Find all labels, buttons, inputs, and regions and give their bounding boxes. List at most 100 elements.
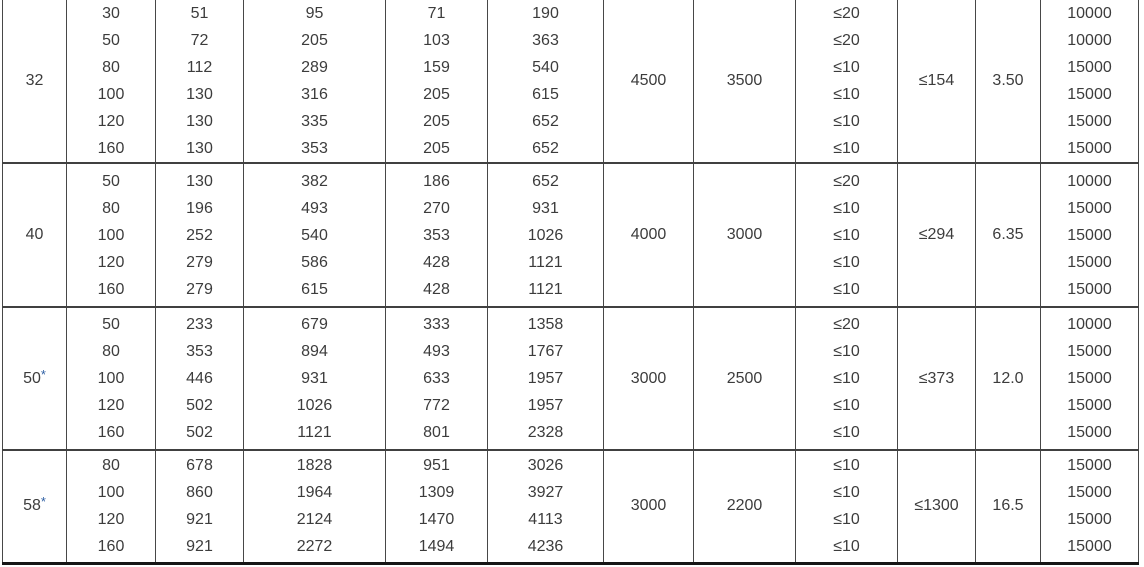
cell-line: 894 [301, 343, 328, 360]
cell-line: 540 [532, 59, 559, 76]
cell-line: 1358 [527, 316, 564, 333]
cell-line: 233 [186, 316, 213, 333]
merged-cell: 4500 [603, 0, 694, 164]
cell-line: 130 [186, 113, 213, 130]
cell-line: 10000 [1067, 172, 1112, 190]
cell-line: 80 [102, 199, 120, 217]
cell-line: 353 [423, 226, 450, 244]
cell-line: 921 [186, 538, 213, 556]
cell-line: 1309 [418, 484, 455, 502]
cell-line: 130 [186, 140, 213, 157]
cell-line: ≤20 [833, 5, 860, 22]
table-cell: ≤20 ≤20 ≤10 ≤10 ≤10 ≤10 [795, 0, 898, 164]
cell-line: 160 [97, 424, 125, 441]
group-label: 58* [23, 494, 46, 515]
cell-line: 80 [102, 343, 120, 360]
table-cell: ≤10 ≤10 ≤10 ≤10 [795, 449, 898, 564]
table-cell: 51 72 112 130 130 130 [155, 0, 244, 164]
cell-line: ≤10 [833, 484, 860, 502]
cell-line: 446 [186, 370, 213, 387]
group-label: 50* [23, 366, 46, 387]
table-cell: ≤20 ≤10 ≤10 ≤10 ≤10 [795, 306, 898, 451]
cell-line: 100 [97, 370, 125, 387]
cell-line: 159 [423, 59, 450, 76]
table-cell: 652 931 1026 1121 1121 [487, 162, 604, 308]
group-label-cell: 58* [2, 449, 67, 564]
table-cell: 50 80 100 120 160 [66, 306, 156, 451]
cell-line: 860 [186, 484, 213, 502]
cell-line: 15000 [1067, 538, 1112, 556]
cell-line: 15000 [1067, 511, 1112, 529]
cell-line: 316 [301, 86, 328, 103]
cell-line: 160 [97, 140, 125, 157]
cell-line: 95 [305, 5, 324, 22]
cell-line: 100 [97, 484, 125, 502]
table-cell: 15000 15000 15000 15000 [1040, 449, 1139, 564]
cell-line: 15000 [1067, 280, 1112, 298]
group-label: 40 [25, 226, 44, 243]
table-cell: 679 894 931 1026 1121 [243, 306, 386, 451]
cell-line: 190 [532, 5, 559, 22]
table-cell: 190 363 540 615 652 652 [487, 0, 604, 164]
cell-line: 120 [97, 397, 125, 414]
cell-line: 120 [97, 253, 125, 271]
cell-line: 1957 [527, 397, 564, 414]
table-cell: 71 103 159 205 205 205 [385, 0, 488, 164]
cell-line: 186 [423, 172, 450, 190]
table-cell: 10000 15000 15000 15000 15000 [1040, 162, 1139, 308]
cell-line: 1470 [418, 511, 455, 529]
cell-line: 10000 [1067, 32, 1112, 49]
cell-line: 1957 [527, 370, 564, 387]
cell-line: 10000 [1067, 5, 1112, 22]
merged-cell: 3000 [603, 449, 694, 564]
table-cell: 80 100 120 160 [66, 449, 156, 564]
cell-line: 652 [532, 113, 559, 130]
cell-line: 3026 [527, 457, 564, 475]
merged-cell: 2200 [693, 449, 796, 564]
cell-line: 2328 [527, 424, 564, 441]
cell-line: ≤10 [833, 113, 860, 130]
cell-line: 205 [423, 86, 450, 103]
cell-line: ≤10 [833, 370, 860, 387]
cell-line: 333 [423, 316, 450, 333]
cell-line: ≤10 [833, 424, 860, 441]
cell-line: 50 [102, 32, 120, 49]
cell-line: 279 [186, 253, 213, 271]
cell-line: 100 [97, 226, 125, 244]
cell-line: 120 [97, 113, 125, 130]
table-row-group: 50* 50 80 100 120 160 233 353 446 502 502 679 894 931… [2, 306, 1139, 451]
cell-line: 428 [423, 280, 450, 298]
group-label-cell: 32 [2, 0, 67, 164]
table-cell: 30 50 80 100 120 160 [66, 0, 156, 164]
cell-line: 4236 [527, 538, 564, 556]
table-cell: 130 196 252 279 279 [155, 162, 244, 308]
cell-line: 205 [423, 113, 450, 130]
table-cell: 10000 10000 15000 15000 15000 15000 [1040, 0, 1139, 164]
cell-line: 15000 [1067, 113, 1112, 130]
cell-line: 130 [186, 172, 213, 190]
cell-line: 772 [423, 397, 450, 414]
table-cell: 186 270 353 428 428 [385, 162, 488, 308]
cell-line: 80 [102, 59, 120, 76]
cell-line: 1026 [296, 397, 333, 414]
cell-line: 100 [97, 86, 125, 103]
cell-line: 2124 [296, 511, 333, 529]
table-row-group: 40 50 80 100 120 160 130 196 252 279 279 382 493 540 5… [2, 162, 1139, 308]
cell-line: 1828 [296, 457, 333, 475]
cell-line: ≤10 [833, 343, 860, 360]
cell-line: 15000 [1067, 397, 1112, 414]
cell-line: 160 [97, 538, 125, 556]
cell-line: 15000 [1067, 424, 1112, 441]
cell-line: 540 [301, 226, 328, 244]
group-label: 32 [25, 72, 44, 89]
cell-line: 205 [301, 32, 328, 49]
cell-line: 196 [186, 199, 213, 217]
cell-line: 1964 [296, 484, 333, 502]
cell-line: 15000 [1067, 253, 1112, 271]
cell-line: ≤10 [833, 59, 860, 76]
cell-line: 120 [97, 511, 125, 529]
cell-line: 279 [186, 280, 213, 298]
cell-line: 4113 [528, 511, 563, 529]
cell-line: 15000 [1067, 140, 1112, 157]
cell-line: ≤10 [833, 199, 860, 217]
